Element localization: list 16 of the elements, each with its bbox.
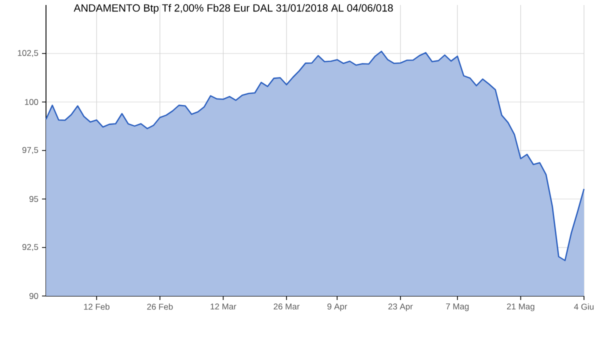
x-tick-label: 12 Feb — [84, 304, 110, 310]
x-tick-label: 12 Mar — [210, 304, 236, 310]
x-tick-label: 23 Apr — [388, 304, 413, 312]
x-tick-label: 4 Giu — [574, 304, 594, 310]
x-tick-label: 26 Mar — [274, 304, 300, 310]
x-tick-label: 7 Mag — [446, 304, 469, 312]
y-tick-label: 92,5 — [22, 244, 38, 251]
x-tick-label: 21 Mag — [507, 304, 534, 312]
y-tick-label: 100 — [24, 99, 38, 105]
y-tick-label: 102,5 — [18, 50, 38, 57]
x-tick-label: 26 Feb — [147, 304, 173, 310]
x-tick-label: 9 Apr — [327, 304, 348, 312]
y-tick-label: 97,5 — [22, 147, 38, 154]
y-tick-label: 90 — [29, 293, 38, 299]
y-tick-label: 95 — [29, 196, 38, 202]
chart-title: ANDAMENTO Btp Tf 2,00% Fb28 Eur DAL 31/01/2018 AL 04/06/018 — [74, 4, 393, 14]
